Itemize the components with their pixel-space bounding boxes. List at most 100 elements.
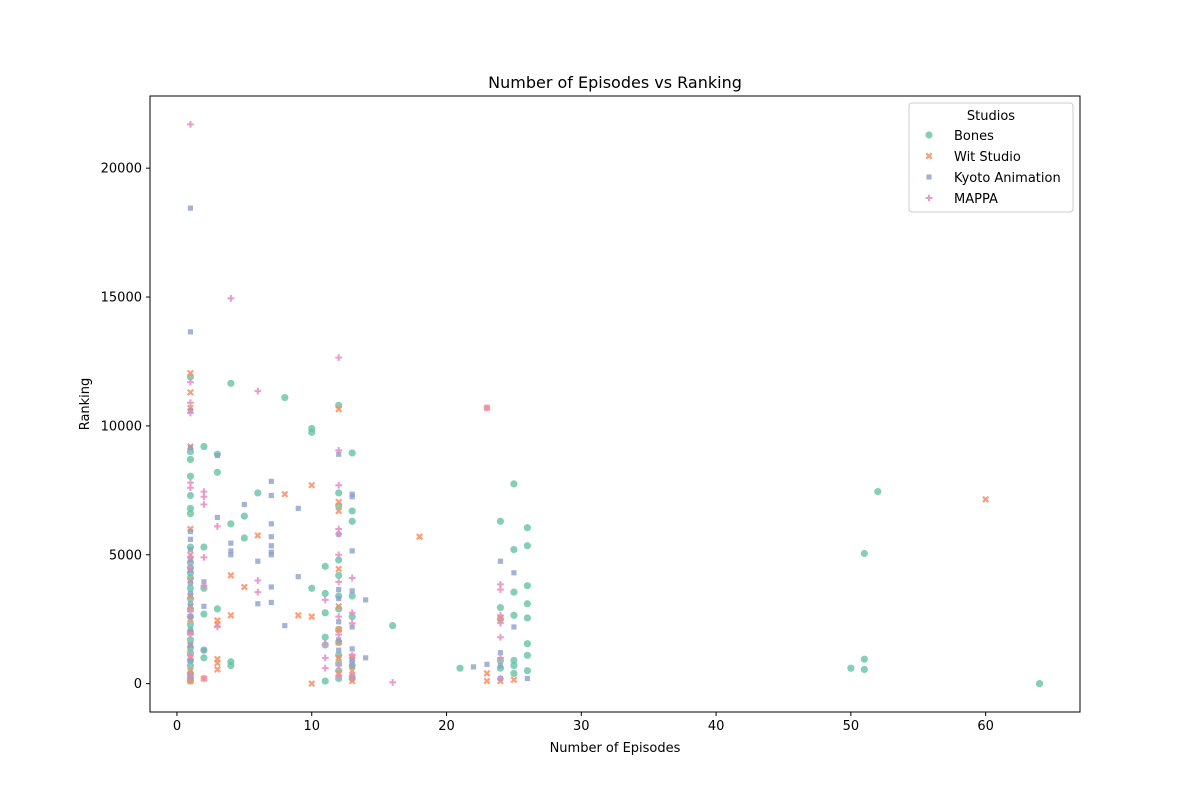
data-point	[281, 490, 289, 498]
data-point	[335, 556, 343, 564]
data-point	[484, 661, 490, 667]
data-point	[187, 626, 194, 633]
legend-box	[908, 102, 1074, 213]
data-point	[510, 611, 518, 619]
legend-marker	[925, 194, 933, 202]
data-point	[510, 546, 518, 554]
data-point	[321, 640, 329, 648]
data-point	[255, 601, 261, 607]
data-point	[348, 449, 356, 457]
data-point	[349, 624, 355, 630]
data-point	[186, 455, 195, 464]
data-point	[227, 379, 235, 387]
data-point	[523, 651, 531, 659]
data-point	[483, 404, 491, 412]
data-point	[510, 480, 518, 488]
data-point	[187, 564, 194, 572]
data-point	[240, 512, 248, 520]
data-point	[335, 571, 343, 579]
data-point	[497, 611, 504, 619]
data-point	[349, 646, 355, 652]
data-point	[496, 604, 505, 612]
data-point	[523, 524, 531, 532]
data-point	[348, 667, 356, 675]
data-point	[1035, 680, 1044, 688]
legend-title: Studios	[967, 109, 1015, 124]
data-point	[348, 677, 356, 685]
data-point	[213, 523, 221, 530]
data-point	[214, 452, 220, 459]
data-point	[200, 610, 208, 618]
data-point	[363, 597, 369, 603]
data-point	[228, 540, 234, 546]
data-point	[349, 548, 355, 554]
data-point	[254, 588, 262, 596]
data-point	[510, 588, 518, 596]
legend-label: Kyoto Animation	[954, 171, 1061, 186]
data-point	[187, 409, 194, 417]
data-point	[201, 603, 207, 609]
data-point	[186, 667, 194, 675]
data-point	[186, 677, 194, 685]
legend-marker	[926, 174, 932, 180]
y-tick-label: 5000	[109, 548, 142, 563]
data-point	[348, 592, 356, 600]
data-point	[349, 663, 355, 669]
data-point	[335, 565, 343, 573]
data-point	[349, 494, 355, 500]
data-point	[335, 530, 343, 538]
data-point	[268, 552, 274, 558]
data-point	[187, 399, 194, 407]
data-point	[200, 442, 208, 451]
data-point	[321, 654, 329, 662]
legend-label: MAPPA	[954, 192, 998, 207]
data-point	[200, 654, 208, 662]
data-point	[874, 488, 882, 496]
data-point	[200, 675, 208, 682]
data-point	[255, 558, 261, 564]
data-point	[349, 657, 355, 664]
data-point	[282, 623, 288, 629]
data-point	[348, 609, 356, 617]
data-point	[200, 493, 208, 501]
x-tick-label: 20	[438, 719, 455, 734]
data-point	[523, 600, 531, 608]
data-point	[336, 637, 342, 643]
data-point	[187, 536, 194, 542]
data-point	[228, 548, 234, 554]
data-point	[456, 664, 464, 672]
data-point	[187, 590, 194, 597]
data-point	[348, 517, 356, 525]
series-1	[186, 369, 990, 688]
data-point	[187, 631, 194, 639]
data-point	[335, 507, 343, 515]
data-point	[187, 120, 194, 128]
data-point	[335, 354, 343, 362]
x-tick-label: 0	[173, 719, 181, 734]
data-point	[227, 571, 235, 579]
data-point	[335, 631, 343, 639]
data-point	[349, 588, 355, 594]
data-point	[496, 517, 505, 525]
data-point	[240, 583, 248, 591]
data-point	[389, 622, 397, 630]
data-point	[308, 613, 316, 621]
data-point	[336, 595, 342, 602]
data-point	[254, 387, 262, 395]
data-point	[335, 672, 343, 680]
data-point	[254, 531, 262, 539]
data-point	[186, 504, 195, 512]
data-point	[389, 678, 397, 686]
data-point	[254, 489, 262, 497]
data-point	[321, 562, 329, 570]
data-point	[187, 205, 194, 211]
legend-marker	[925, 131, 933, 139]
x-axis-label: Number of Episodes	[550, 741, 681, 756]
series-0	[186, 373, 1044, 688]
data-point	[268, 599, 274, 606]
y-axis: 0 5000 10000 15000 20000	[101, 162, 150, 692]
data-point	[213, 623, 221, 631]
data-point	[335, 602, 343, 610]
data-point	[295, 505, 301, 511]
data-point	[186, 491, 195, 500]
